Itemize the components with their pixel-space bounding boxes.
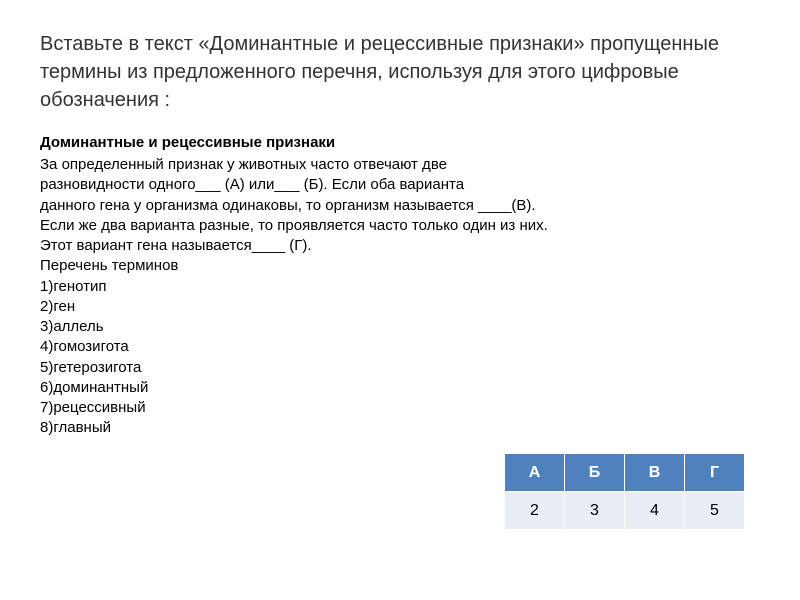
exercise-body: За определенный признак у животных часто… [40, 155, 760, 277]
term-item: 1)генотип [40, 277, 760, 297]
table-header-row: А Б В Г [505, 454, 745, 492]
body-line: Этот вариант гена называется____ (Г). [40, 236, 760, 256]
table-header-cell: Г [685, 454, 745, 492]
table-data-cell: 2 [505, 492, 565, 530]
body-line: За определенный признак у животных часто… [40, 155, 760, 175]
body-line: Если же два варианта разные, то проявляе… [40, 216, 760, 236]
term-item: 8)главный [40, 418, 760, 438]
table-data-cell: 4 [625, 492, 685, 530]
terms-list: 1)генотип 2)ген 3)аллель 4)гомозигота 5)… [40, 277, 760, 439]
table-data-cell: 3 [565, 492, 625, 530]
table-data-cell: 5 [685, 492, 745, 530]
body-line: разновидности одного___ (А) или___ (Б). … [40, 175, 760, 195]
table-data-row: 2 3 4 5 [505, 492, 745, 530]
exercise-title: Вставьте в текст «Доминантные и рецессив… [40, 30, 760, 114]
term-item: 6)доминантный [40, 378, 760, 398]
term-item: 3)аллель [40, 317, 760, 337]
term-item: 7)рецессивный [40, 398, 760, 418]
term-item: 2)ген [40, 297, 760, 317]
term-item: 5)гетерозигота [40, 358, 760, 378]
terms-label: Перечень терминов [40, 256, 760, 276]
section-subtitle: Доминантные и рецессивные признаки [40, 134, 760, 151]
answer-table: А Б В Г 2 3 4 5 [504, 453, 745, 530]
term-item: 4)гомозигота [40, 337, 760, 357]
table-header-cell: Б [565, 454, 625, 492]
table-header-cell: В [625, 454, 685, 492]
table-header-cell: А [505, 454, 565, 492]
body-line: данного гена у организма одинаковы, то о… [40, 196, 760, 216]
